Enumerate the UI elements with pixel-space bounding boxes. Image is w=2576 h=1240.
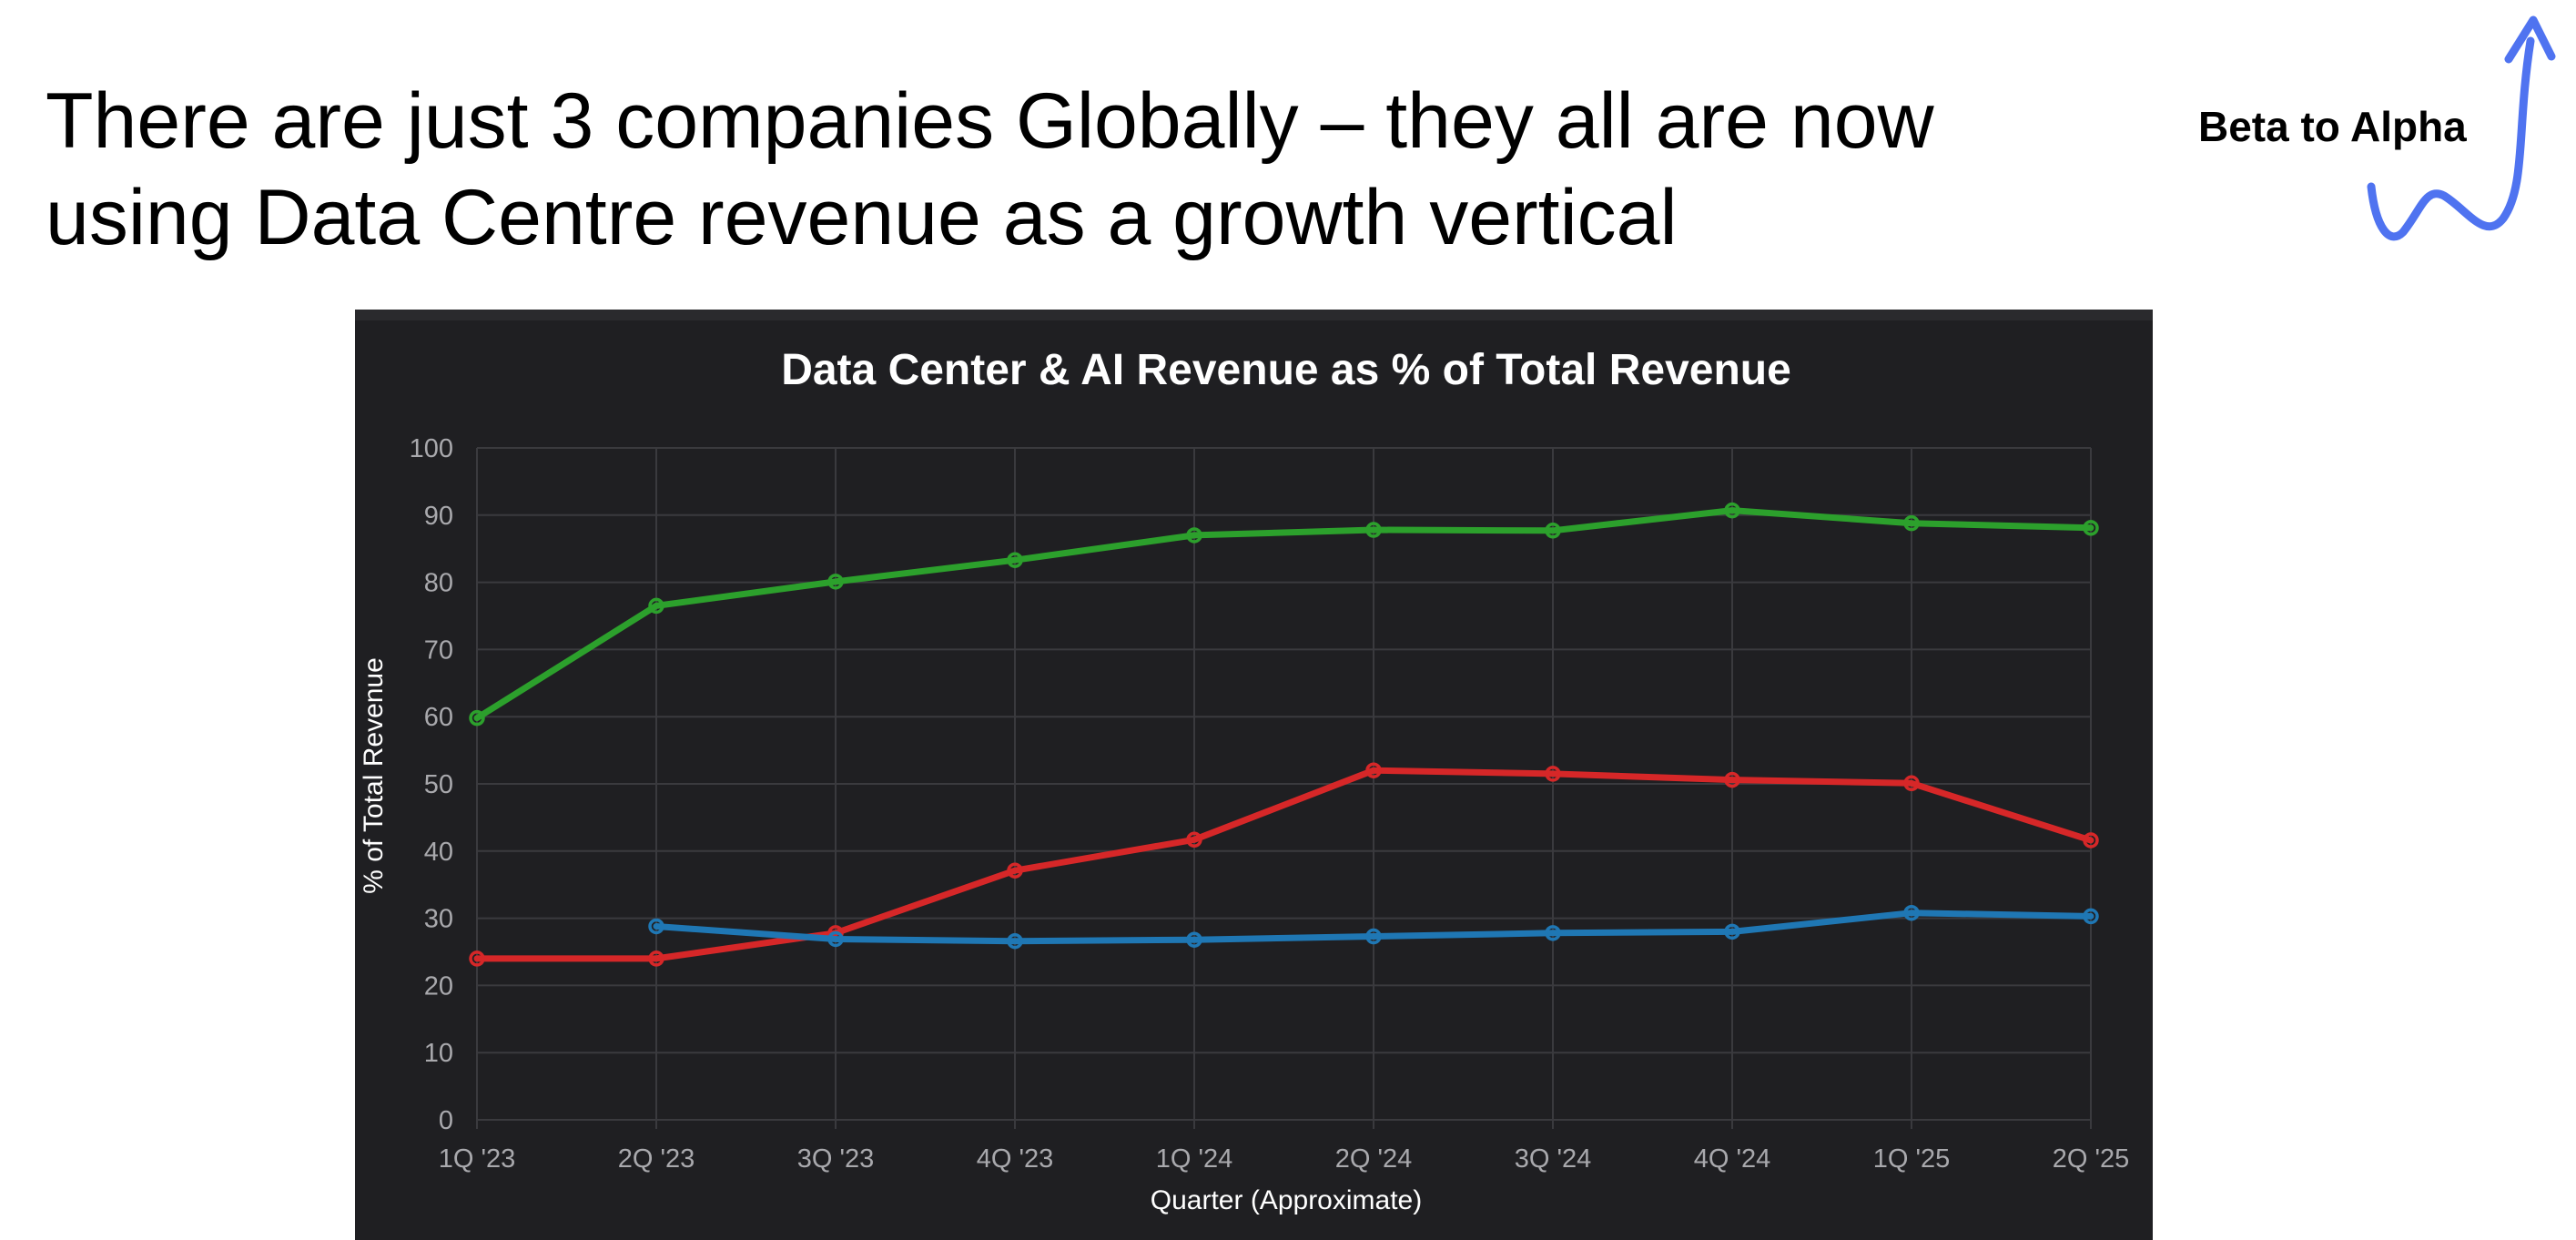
data-point[interactable] xyxy=(1724,771,1740,788)
x-tick-label: 1Q '24 xyxy=(1156,1144,1233,1174)
x-tick-label: 3Q '24 xyxy=(1515,1144,1592,1174)
beta-to-alpha-note: Beta to Alpha xyxy=(2198,103,2467,150)
data-point[interactable] xyxy=(2083,520,2099,536)
data-point[interactable] xyxy=(648,918,664,935)
data-point[interactable] xyxy=(469,709,485,727)
series-3 xyxy=(648,904,2099,950)
y-tick-label: 60 xyxy=(424,703,453,732)
x-tick-label: 4Q '24 xyxy=(1694,1144,1771,1174)
y-tick-label: 10 xyxy=(424,1039,453,1068)
x-tick-label: 1Q '23 xyxy=(439,1144,516,1174)
y-tick-label: 40 xyxy=(424,838,453,867)
y-tick-label: 20 xyxy=(424,971,453,1001)
y-tick-label: 80 xyxy=(424,569,453,598)
data-point[interactable] xyxy=(1724,502,1740,519)
data-point[interactable] xyxy=(1007,552,1023,568)
y-axis-ticks: 0 10 20 30 40 50 60 70 80 90 100 xyxy=(410,434,453,1135)
chart-panel: Data Center & AI Revenue as % of Total R… xyxy=(355,310,2153,1240)
data-point[interactable] xyxy=(1007,862,1023,879)
data-point[interactable] xyxy=(1365,762,1382,778)
data-point[interactable] xyxy=(1903,775,1920,792)
data-point[interactable] xyxy=(1903,514,1920,532)
data-point[interactable] xyxy=(648,597,664,615)
series-line xyxy=(653,910,2094,945)
data-point[interactable] xyxy=(1186,931,1202,948)
squiggle-stroke xyxy=(2367,36,2535,241)
data-point[interactable] xyxy=(1365,522,1382,538)
y-axis-label: % of Total Revenue xyxy=(359,657,389,894)
x-tick-label: 1Q '25 xyxy=(1873,1144,1951,1174)
data-point[interactable] xyxy=(827,574,844,590)
y-tick-label: 90 xyxy=(424,502,453,531)
x-tick-label: 2Q '23 xyxy=(618,1144,695,1174)
data-point[interactable] xyxy=(1186,831,1202,849)
arrow-head xyxy=(2504,15,2556,64)
series-2 xyxy=(469,762,2099,967)
data-point[interactable] xyxy=(1365,928,1382,945)
data-point[interactable] xyxy=(2083,832,2099,849)
series-1 xyxy=(469,502,2099,727)
upward-squiggle-arrow-icon xyxy=(2367,15,2556,241)
data-point[interactable] xyxy=(1545,523,1561,539)
x-axis-label: Quarter (Approximate) xyxy=(1151,1185,1422,1215)
data-point[interactable] xyxy=(469,950,485,967)
series-line xyxy=(473,507,2094,722)
data-point[interactable] xyxy=(1186,527,1202,544)
data-point[interactable] xyxy=(1903,904,1920,921)
y-tick-label: 70 xyxy=(424,635,453,665)
data-point[interactable] xyxy=(2083,908,2099,925)
series-line xyxy=(473,767,2094,962)
data-point[interactable] xyxy=(1007,932,1023,950)
x-axis-ticks: 1Q '23 2Q '23 3Q '23 4Q '23 1Q '24 2Q '24 3Q '… xyxy=(439,1144,2130,1174)
x-tick-label: 4Q '23 xyxy=(977,1144,1054,1174)
data-point[interactable] xyxy=(648,950,664,967)
line-chart: Data Center & AI Revenue as % of Total R… xyxy=(359,346,2130,1215)
data-point[interactable] xyxy=(1724,923,1740,940)
y-tick-label: 30 xyxy=(424,905,453,934)
chart-title: Data Center & AI Revenue as % of Total R… xyxy=(781,346,1791,394)
data-point[interactable] xyxy=(827,930,844,948)
series-lines xyxy=(469,502,2099,967)
y-tick-label: 0 xyxy=(439,1106,453,1135)
y-tick-label: 50 xyxy=(424,770,453,799)
x-tick-label: 2Q '24 xyxy=(1335,1144,1413,1174)
x-tick-label: 2Q '25 xyxy=(2053,1144,2130,1174)
slide-headline: There are just 3 companies Globally – th… xyxy=(46,77,1934,261)
data-point[interactable] xyxy=(1545,925,1561,941)
x-tick-label: 3Q '23 xyxy=(797,1144,875,1174)
y-tick-label: 100 xyxy=(410,434,453,463)
data-point[interactable] xyxy=(1545,766,1561,782)
grid-lines xyxy=(476,447,2092,1129)
